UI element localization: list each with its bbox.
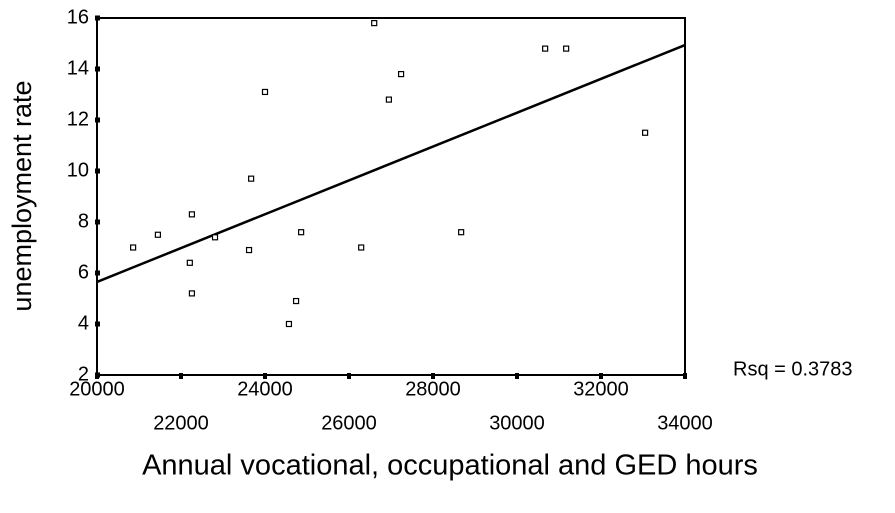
x-tick	[179, 373, 183, 379]
y-tick-label: 12	[67, 108, 89, 130]
point	[188, 290, 196, 297]
x-tick-label: 22000	[153, 412, 209, 434]
y-tick-label: 4	[78, 312, 89, 334]
x-tick	[347, 373, 351, 379]
point	[563, 45, 570, 52]
y-tick-label: 6	[78, 261, 89, 283]
y-tick-label: 8	[78, 210, 89, 232]
y-tick	[95, 15, 100, 21]
point	[458, 229, 465, 236]
x-tick	[95, 373, 99, 379]
point	[385, 96, 392, 103]
y-tick-label: 2	[78, 363, 89, 385]
plot-frame	[96, 17, 686, 376]
y-axis-label: unemployment rate	[7, 80, 37, 311]
point	[298, 229, 305, 236]
point	[248, 175, 255, 182]
x-tick-label: 24000	[237, 378, 293, 400]
y-tick	[95, 219, 100, 225]
x-tick	[263, 373, 267, 379]
point	[130, 244, 137, 251]
x-tick-label: 26000	[321, 412, 377, 434]
y-tick	[95, 270, 100, 276]
point	[154, 231, 161, 238]
y-tick	[95, 168, 100, 174]
x-tick	[599, 373, 603, 379]
fit-line	[96, 43, 686, 284]
point	[245, 246, 253, 254]
y-tick-label: 16	[67, 6, 89, 28]
y-tick	[95, 117, 100, 123]
point	[261, 88, 269, 96]
x-tick-label: 20000	[69, 378, 125, 400]
x-tick-label: 30000	[489, 412, 545, 434]
y-tick	[95, 66, 100, 72]
x-tick	[431, 373, 435, 379]
point	[186, 259, 193, 266]
x-tick	[683, 373, 687, 379]
point	[292, 297, 300, 305]
y-tick	[95, 321, 100, 327]
y-tick-label: 14	[67, 57, 89, 79]
point	[188, 211, 196, 218]
point	[397, 70, 405, 78]
point	[641, 129, 649, 136]
point	[371, 20, 378, 27]
x-axis-label: Annual vocational, occupational and GED …	[142, 450, 758, 482]
x-tick	[515, 373, 519, 379]
point	[285, 320, 293, 328]
y-tick-label: 10	[67, 159, 89, 181]
point	[358, 244, 365, 251]
x-tick-label: 32000	[573, 378, 629, 400]
x-tick-label: 34000	[657, 412, 713, 434]
point	[542, 45, 549, 52]
x-tick-label: 28000	[405, 378, 461, 400]
annotation: Rsq = 0.3783	[733, 358, 853, 380]
point	[211, 234, 219, 241]
